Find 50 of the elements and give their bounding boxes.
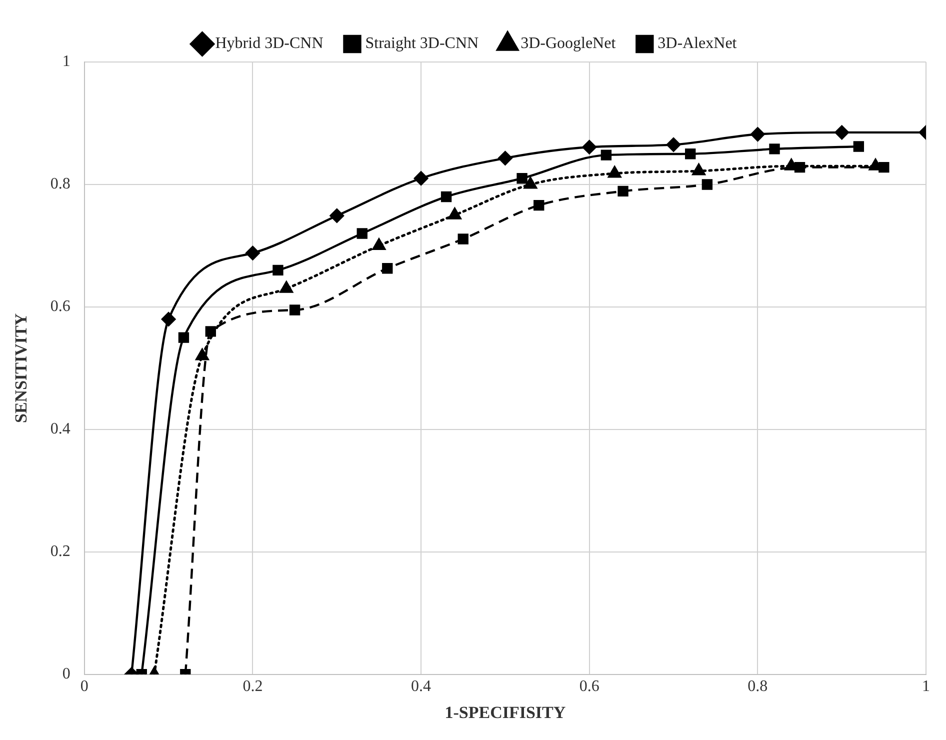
point: [853, 141, 864, 152]
point: [516, 173, 528, 184]
point: [205, 326, 216, 337]
point: [356, 228, 368, 239]
point: [702, 179, 713, 190]
y-tick-label: 0.2: [50, 543, 70, 560]
point: [448, 208, 462, 220]
y-tick-label: 0.8: [50, 176, 70, 193]
x-tick-label: 1: [922, 678, 930, 696]
y-tick-label: 0: [62, 666, 70, 683]
point: [330, 208, 344, 223]
point: [458, 234, 468, 244]
point: [289, 304, 300, 316]
point: [414, 171, 428, 186]
point: [178, 332, 190, 343]
point: [582, 140, 596, 154]
legend-label: 3D-GoogleNet: [520, 35, 616, 52]
point: [769, 144, 780, 154]
point: [372, 238, 386, 250]
point: [618, 186, 628, 197]
legend-label: 3D-AlexNet: [658, 35, 738, 52]
point: [692, 164, 706, 176]
point: [750, 127, 765, 142]
point: [608, 166, 622, 178]
point: [666, 138, 681, 152]
point: [834, 125, 849, 140]
point: [524, 177, 537, 189]
point: [280, 281, 293, 293]
y-tick-label: 1: [62, 53, 70, 70]
x-tick-label: 0.6: [579, 678, 600, 696]
point: [440, 191, 452, 202]
point: [246, 246, 260, 260]
point: [600, 150, 612, 160]
point: [382, 263, 393, 274]
x-tick-label: 0.8: [748, 678, 768, 696]
point: [685, 148, 696, 160]
x-tick-label: 0: [80, 678, 88, 696]
legend-label: Hybrid 3D-CNN: [215, 35, 324, 52]
point: [196, 348, 209, 360]
point: [272, 264, 284, 276]
y-axis-title: SENSITIVITY: [12, 313, 31, 424]
y-tick-label: 0.6: [50, 298, 70, 316]
x-tick-label: 0.2: [242, 678, 263, 696]
point: [534, 200, 544, 211]
x-tick-label: 0.4: [411, 678, 432, 696]
y-tick-label: 0.4: [50, 420, 70, 438]
point: [161, 312, 176, 326]
legend-label: Straight 3D-CNN: [365, 35, 480, 52]
x-axis-title: 1-SPECIFISITY: [444, 703, 566, 722]
point: [498, 151, 512, 166]
